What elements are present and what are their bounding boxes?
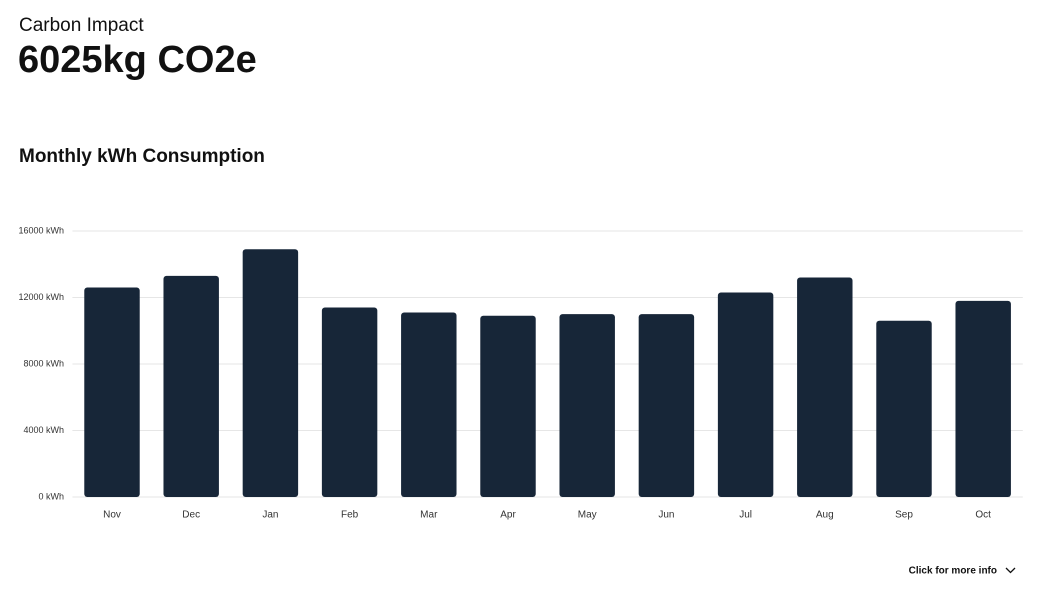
- bar: [955, 300, 1011, 497]
- x-tick-label: Apr: [500, 510, 516, 521]
- bar: [638, 314, 695, 497]
- x-tick-label: Dec: [182, 510, 200, 521]
- bar: [480, 315, 536, 497]
- x-tick-label: Aug: [816, 510, 834, 521]
- bar: [401, 312, 457, 497]
- y-tick-label: 0 kWh: [38, 491, 64, 501]
- y-tick-label: 12000 kWh: [18, 292, 64, 302]
- bar: [559, 314, 615, 497]
- x-tick-label: Jul: [739, 510, 752, 521]
- more-info-button[interactable]: Click for more info: [909, 566, 1016, 577]
- header-label: Carbon Impact: [19, 15, 144, 36]
- bar: [797, 277, 853, 497]
- bar: [242, 249, 299, 497]
- bar: [84, 287, 140, 497]
- bar: [717, 292, 774, 497]
- chart-title: Monthly kWh Consumption: [19, 146, 265, 167]
- x-tick-label: May: [578, 510, 597, 521]
- chevron-icon: [1005, 567, 1016, 574]
- bar: [876, 320, 932, 497]
- x-tick-label: Mar: [420, 510, 438, 521]
- more-info-link[interactable]: Click for more info: [909, 566, 997, 577]
- bar: [321, 307, 378, 497]
- x-tick-label: Jun: [658, 510, 674, 521]
- x-tick-label: Oct: [975, 510, 991, 521]
- y-tick-label: 4000 kWh: [23, 425, 64, 435]
- header-value: 6025kg CO2e: [18, 39, 257, 81]
- x-tick-label: Feb: [341, 510, 359, 521]
- bar: [163, 275, 219, 497]
- x-tick-label: Jan: [262, 510, 278, 521]
- x-tick-label: Sep: [895, 510, 913, 521]
- x-tick-label: Nov: [103, 510, 121, 521]
- y-tick-label: 16000 kWh: [18, 225, 64, 235]
- y-tick-label: 8000 kWh: [23, 358, 64, 368]
